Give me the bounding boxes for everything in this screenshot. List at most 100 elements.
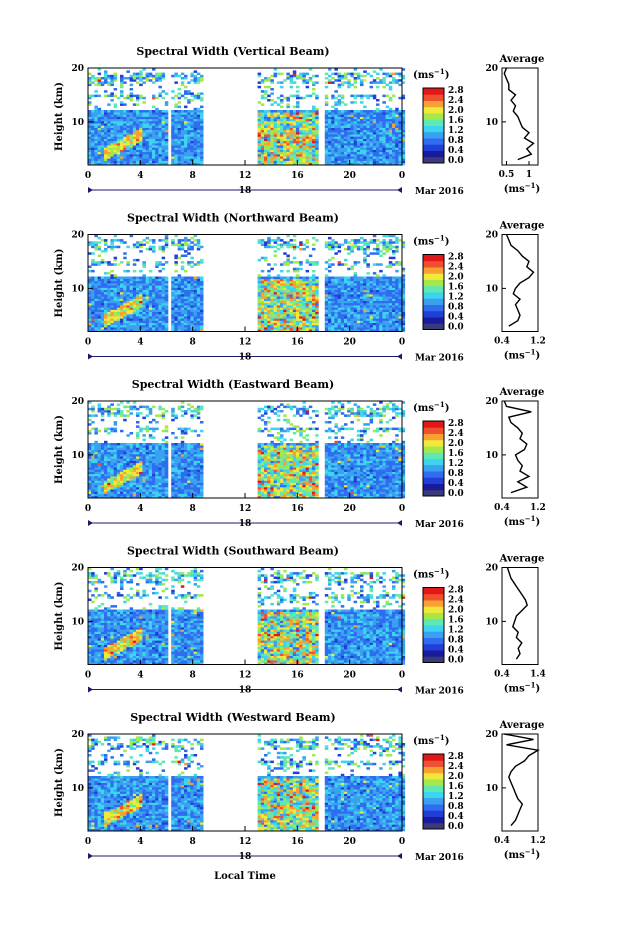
heatmap-cell bbox=[152, 307, 156, 310]
heatmap-cell bbox=[398, 313, 402, 317]
heatmap-cell bbox=[376, 77, 380, 80]
heatmap-cell bbox=[158, 307, 162, 310]
heatmap-cell bbox=[97, 302, 102, 306]
heatmap-cell bbox=[331, 136, 335, 139]
heatmap-cell bbox=[276, 154, 281, 157]
heatmap-cell bbox=[372, 291, 377, 295]
heatmap-cell bbox=[395, 305, 399, 308]
heatmap-cell bbox=[334, 300, 338, 304]
heatmap-cell bbox=[193, 123, 198, 126]
heatmap-cell bbox=[193, 302, 198, 306]
heatmap-cell bbox=[379, 145, 383, 148]
heatmap-cell bbox=[376, 136, 380, 139]
heatmap-cell bbox=[350, 302, 354, 306]
heatmap-cell bbox=[382, 298, 386, 301]
x-tick-label: 8 bbox=[190, 171, 196, 181]
heatmap-cell bbox=[110, 247, 114, 251]
heatmap-cell bbox=[129, 143, 134, 146]
heatmap-cell bbox=[142, 322, 146, 326]
heatmap-cell bbox=[94, 112, 98, 115]
heatmap-cell bbox=[190, 125, 194, 128]
heatmap-cell bbox=[180, 121, 185, 124]
heatmap-cell bbox=[363, 289, 367, 293]
heatmap-cell bbox=[107, 324, 111, 328]
heatmap-cell bbox=[360, 318, 364, 321]
heatmap-cell bbox=[366, 320, 370, 323]
heatmap-cell bbox=[372, 285, 377, 288]
heatmap-cell bbox=[360, 110, 364, 113]
heatmap-cell bbox=[286, 305, 290, 308]
heatmap-cell bbox=[116, 324, 121, 328]
heatmap-cell bbox=[164, 261, 169, 264]
heatmap-cell bbox=[401, 156, 406, 159]
heatmap-cell bbox=[331, 300, 335, 304]
heatmap-cell bbox=[196, 112, 201, 115]
heatmap-cell bbox=[200, 74, 204, 78]
heatmap-cell bbox=[401, 138, 406, 142]
heatmap-cell bbox=[363, 145, 367, 148]
heatmap-cell bbox=[280, 85, 284, 89]
heatmap-cell bbox=[347, 83, 351, 87]
heatmap-cell bbox=[113, 285, 118, 288]
heatmap-cell bbox=[379, 68, 383, 71]
heatmap-cell bbox=[315, 313, 319, 317]
heatmap-cell bbox=[337, 123, 342, 126]
heatmap-cell bbox=[299, 132, 303, 135]
heatmap-cell bbox=[91, 276, 95, 279]
heatmap-cell bbox=[139, 129, 143, 133]
heatmap bbox=[88, 234, 406, 332]
heatmap-cell bbox=[190, 127, 194, 131]
heatmap-cell bbox=[382, 305, 386, 308]
heatmap-cell bbox=[100, 287, 105, 290]
heatmap-cell bbox=[200, 118, 204, 122]
heatmap-cell bbox=[315, 136, 319, 139]
heatmap-cell bbox=[353, 125, 358, 128]
heatmap-cell bbox=[398, 311, 402, 315]
heatmap-cell bbox=[334, 138, 338, 142]
heatmap-cell bbox=[129, 147, 134, 150]
heatmap-cell bbox=[356, 280, 361, 284]
heatmap-cell bbox=[142, 302, 146, 306]
colorbar-segment bbox=[423, 156, 444, 164]
heatmap-cell bbox=[113, 318, 118, 321]
heatmap-cell bbox=[312, 313, 316, 317]
heatmap-cell bbox=[152, 285, 156, 288]
heatmap-cell bbox=[267, 274, 271, 277]
heatmap-cell bbox=[280, 138, 284, 142]
heatmap-cell bbox=[276, 114, 281, 117]
heatmap-cell bbox=[360, 143, 364, 146]
heatmap-cell bbox=[113, 132, 118, 135]
heatmap-cell bbox=[260, 90, 265, 93]
heatmap-cell bbox=[363, 294, 367, 297]
heatmap-cell bbox=[276, 236, 281, 240]
heatmap-cell bbox=[107, 140, 111, 144]
heatmap-cell bbox=[116, 156, 121, 159]
heatmap-cell bbox=[88, 243, 92, 246]
heatmap-cell bbox=[177, 305, 182, 308]
heatmap-cell bbox=[132, 129, 137, 133]
heatmap-cell bbox=[308, 329, 313, 332]
heatmap-cell bbox=[171, 162, 175, 166]
heatmap-cell bbox=[113, 143, 118, 146]
heatmap-cell bbox=[187, 261, 191, 264]
heatmap-cell bbox=[347, 114, 351, 117]
heatmap-cell bbox=[129, 311, 134, 315]
heatmap-cell bbox=[110, 149, 114, 153]
heatmap-cell bbox=[110, 151, 114, 155]
heatmap-cell bbox=[350, 149, 354, 153]
heatmap-cell bbox=[305, 118, 310, 122]
heatmap-cell bbox=[123, 140, 127, 144]
heatmap-cell bbox=[260, 300, 265, 304]
heatmap-cell bbox=[344, 263, 348, 266]
heatmap-cell bbox=[395, 239, 399, 242]
heatmap-cell bbox=[180, 134, 185, 137]
heatmap-cell bbox=[257, 114, 262, 117]
heatmap-cell bbox=[126, 138, 130, 142]
heatmap-cell bbox=[136, 99, 140, 102]
heatmap-cell bbox=[104, 129, 108, 133]
colorbar: 0.00.40.81.21.62.02.42.8 bbox=[422, 86, 464, 166]
colorbar-tick-label: 2.0 bbox=[448, 106, 464, 116]
heatmap-cell bbox=[158, 283, 162, 286]
heatmap-cell bbox=[180, 143, 185, 146]
